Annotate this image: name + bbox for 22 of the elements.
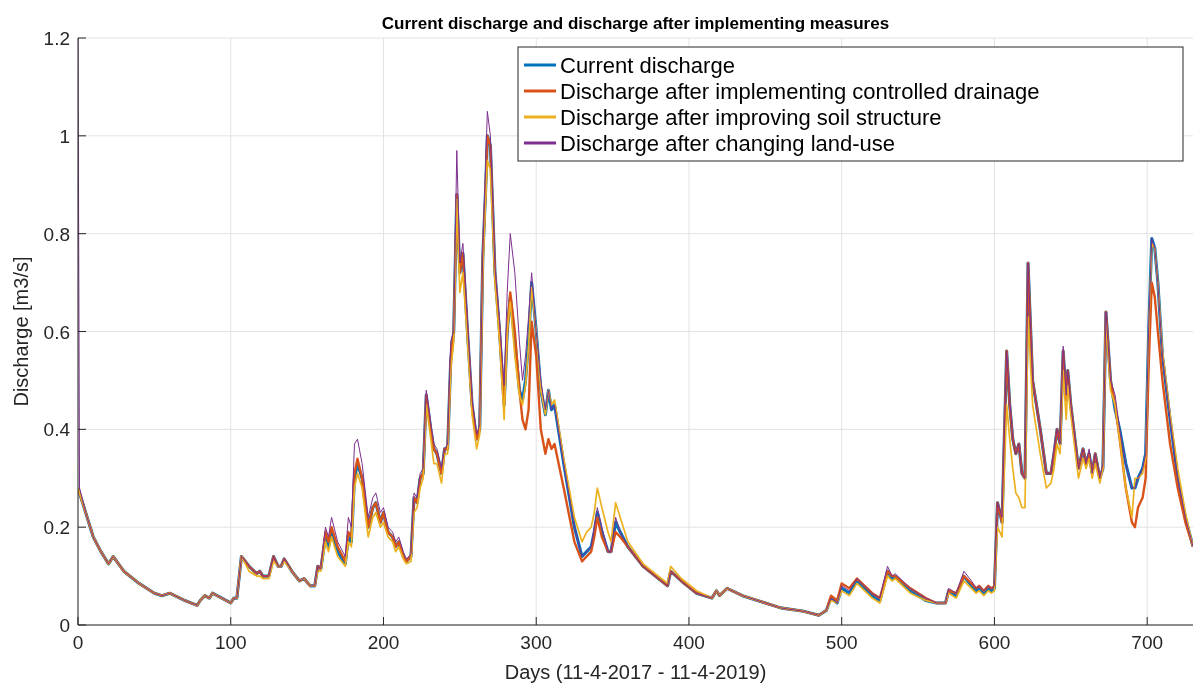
x-tick-label: 0 <box>72 632 84 653</box>
y-tick-label: 0.6 <box>43 321 70 343</box>
y-axis-title: Discharge [m3/s] <box>10 256 32 407</box>
x-tick-label: 500 <box>825 632 858 653</box>
chart-title: Current discharge and discharge after implementing measures <box>381 14 890 33</box>
y-tick-label: 0.4 <box>43 419 71 441</box>
x-tick-label: 600 <box>978 632 1011 653</box>
y-tick-label: 0.2 <box>43 517 70 539</box>
x-tick-label: 300 <box>520 632 553 653</box>
legend-label: Discharge after implementing controlled drainage <box>560 79 1040 104</box>
legend-label: Current discharge <box>560 53 735 78</box>
y-tick-label: 0 <box>59 615 70 636</box>
x-tick-label: 400 <box>673 632 705 653</box>
x-axis-title: Days (11-4-2017 - 11-4-2019) <box>504 661 767 683</box>
y-tick-label: 0.8 <box>43 223 70 245</box>
legend-label: Discharge after improving soil structure <box>560 105 942 130</box>
y-tick-label: 1.2 <box>43 28 70 49</box>
x-tick-label: 100 <box>214 632 247 653</box>
x-tick-label: 200 <box>367 632 400 653</box>
x-tick-label: 700 <box>1131 632 1164 653</box>
legend-label: Discharge after changing land-use <box>560 131 896 156</box>
y-tick-label: 1 <box>59 125 70 147</box>
